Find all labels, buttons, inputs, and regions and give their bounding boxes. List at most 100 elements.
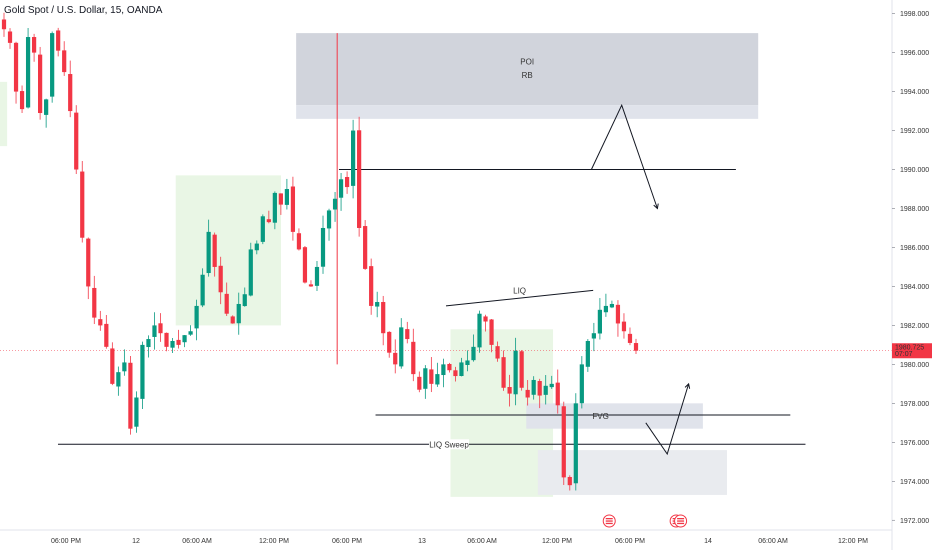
price-tag[interactable]: [892, 343, 932, 359]
candle-body[interactable]: [200, 274, 205, 306]
candle-body[interactable]: [80, 171, 85, 238]
candle-body[interactable]: [19, 91, 25, 110]
candle-body[interactable]: [603, 305, 609, 313]
candle-body[interactable]: [290, 186, 296, 232]
candle-body[interactable]: [116, 372, 121, 387]
candle-body[interactable]: [182, 335, 187, 343]
rb-box[interactable]: [296, 105, 759, 119]
candle-body[interactable]: [597, 309, 602, 334]
candle-body[interactable]: [272, 192, 277, 223]
event-flag-icon[interactable]: [602, 514, 616, 528]
candle-body[interactable]: [146, 339, 151, 348]
candle-body[interactable]: [31, 37, 37, 53]
candle-body[interactable]: [260, 216, 265, 242]
candle-body[interactable]: [381, 302, 386, 334]
candle-body[interactable]: [230, 316, 235, 324]
candle-body[interactable]: [56, 30, 61, 51]
candle-body[interactable]: [13, 42, 19, 92]
candle-body[interactable]: [128, 362, 133, 429]
candle-body[interactable]: [567, 476, 572, 486]
event-flag-icon[interactable]: [674, 514, 688, 528]
candle-body[interactable]: [7, 31, 13, 43]
candle-body[interactable]: [507, 387, 512, 394]
candle-body[interactable]: [176, 339, 181, 345]
candle-body[interactable]: [206, 231, 211, 274]
candle-body[interactable]: [332, 198, 338, 210]
candle-body[interactable]: [98, 319, 103, 326]
candle-body[interactable]: [62, 50, 67, 73]
candle-body[interactable]: [254, 243, 259, 251]
candle-body[interactable]: [513, 350, 518, 395]
candle-body[interactable]: [248, 249, 253, 296]
projection-arrow[interactable]: [590, 103, 658, 209]
FVG-box[interactable]: [526, 403, 703, 429]
candle-body[interactable]: [435, 374, 440, 385]
candle-body[interactable]: [350, 130, 356, 186]
candle-body[interactable]: [302, 247, 308, 283]
candle-body[interactable]: [38, 54, 43, 114]
candle-body[interactable]: [25, 37, 31, 108]
candle-body[interactable]: [633, 343, 639, 351]
demand-box[interactable]: [537, 450, 727, 495]
candle-body[interactable]: [194, 305, 199, 329]
candle-body[interactable]: [296, 233, 302, 250]
candle-body[interactable]: [236, 303, 241, 324]
candle-body[interactable]: [140, 344, 145, 399]
trend-line[interactable]: [445, 289, 594, 307]
candle-body[interactable]: [489, 319, 494, 345]
candle-body[interactable]: [110, 348, 115, 384]
candle-body[interactable]: [495, 346, 500, 359]
poi-box[interactable]: [296, 33, 759, 106]
candle-body[interactable]: [591, 333, 596, 339]
candle-body[interactable]: [278, 193, 283, 205]
candle-body[interactable]: [314, 266, 320, 286]
candle-body[interactable]: [459, 362, 464, 377]
candle-body[interactable]: [609, 303, 615, 308]
candle-body[interactable]: [549, 383, 554, 388]
candle-body[interactable]: [218, 265, 223, 293]
candle-body[interactable]: [242, 294, 247, 307]
candle-body[interactable]: [441, 364, 446, 376]
projection-arrow[interactable]: [645, 383, 690, 456]
candle-body[interactable]: [579, 364, 584, 404]
candle-body[interactable]: [308, 284, 314, 287]
candle-body[interactable]: [50, 33, 55, 97]
candle-body[interactable]: [266, 219, 271, 223]
candle-body[interactable]: [369, 266, 374, 306]
candle-body[interactable]: [44, 99, 49, 115]
candle-body[interactable]: [405, 329, 410, 340]
candle-body[interactable]: [621, 321, 627, 332]
candle-body[interactable]: [573, 403, 578, 484]
candle-body[interactable]: [447, 363, 452, 371]
candle-body[interactable]: [86, 238, 91, 287]
candle-body[interactable]: [387, 331, 392, 353]
candle-body[interactable]: [158, 323, 163, 334]
candle-body[interactable]: [429, 369, 434, 384]
candle-body[interactable]: [357, 130, 362, 228]
candle-body[interactable]: [134, 397, 139, 427]
candle-body[interactable]: [399, 327, 404, 367]
candle-body[interactable]: [104, 323, 109, 347]
candle-body[interactable]: [555, 382, 560, 406]
candle-body[interactable]: [417, 376, 422, 390]
candle-body[interactable]: [344, 177, 350, 188]
candle-body[interactable]: [284, 189, 290, 205]
candle-body[interactable]: [92, 287, 97, 318]
candle-body[interactable]: [477, 313, 482, 348]
candle-body[interactable]: [212, 234, 217, 267]
candle-body[interactable]: [74, 112, 79, 170]
candle-body[interactable]: [68, 74, 73, 112]
candle-body[interactable]: [224, 293, 229, 314]
candle-body[interactable]: [363, 226, 368, 269]
candle-body[interactable]: [393, 352, 398, 365]
candle-body[interactable]: [122, 362, 127, 372]
candle-body[interactable]: [320, 227, 326, 267]
candle-body[interactable]: [615, 304, 621, 324]
candle-body[interactable]: [561, 406, 566, 478]
candle-body[interactable]: [164, 332, 169, 347]
candle-body[interactable]: [375, 302, 380, 307]
candle-body[interactable]: [423, 368, 428, 389]
candle-body[interactable]: [152, 325, 157, 337]
